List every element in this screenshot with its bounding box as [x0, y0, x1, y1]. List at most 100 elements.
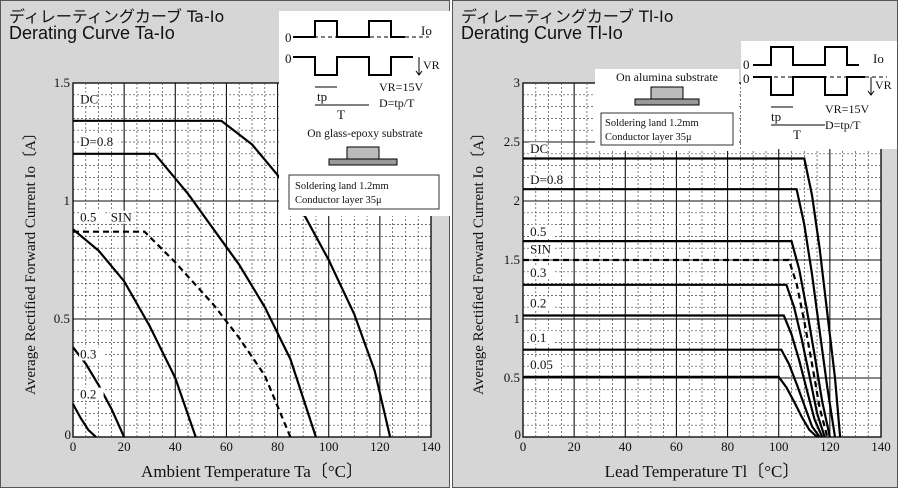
x-tick-label: 20	[568, 439, 581, 454]
x-tick-label: 100	[319, 439, 339, 454]
series-line	[72, 403, 97, 438]
pulse-waveform	[753, 46, 859, 66]
series-line	[73, 152, 317, 438]
series-label: SIN	[530, 241, 552, 256]
series-label-bg	[529, 142, 547, 156]
series-label-bg	[529, 172, 569, 186]
y-tick-label: 0.5	[504, 370, 520, 385]
y-tick-label: 3	[514, 75, 521, 90]
series-label: D=0.8	[80, 134, 113, 149]
series-label: 0.2	[530, 296, 546, 311]
series-line	[523, 283, 826, 438]
component-icon	[650, 86, 684, 100]
duty-equation: D=tp/T	[825, 118, 861, 132]
x-axis-label: Ambient Temperature Ta〔°C〕	[141, 462, 363, 481]
series-label-bg	[79, 347, 104, 361]
substrate-label: On alumina substrate	[616, 70, 718, 84]
series-label: 0.2	[80, 387, 96, 402]
chart-title: Derating Curve Tl-Io	[461, 23, 623, 43]
left-chart-panel: ディレーティングカーブ Ta-Io Derating Curve Ta-Io 0…	[0, 0, 451, 488]
series-label: D=0.8	[530, 172, 563, 187]
series-label: DC	[80, 92, 98, 107]
duty-equation: D=tp/T	[379, 96, 415, 110]
x-tick-label: 40	[169, 439, 182, 454]
x-axis-label: Lead Temperature Tl〔°C〕	[605, 462, 800, 481]
series-label-bg	[79, 92, 97, 106]
vr-label: VR	[875, 78, 892, 92]
x-tick-label: 80	[271, 439, 284, 454]
right-chart-panel: ディレーティングカーブ Tl-Io Derating Curve Tl-Io 0…	[452, 0, 898, 488]
series-label: 0.5	[530, 224, 546, 239]
substrate-icon	[634, 98, 700, 106]
substrate-icon	[328, 158, 398, 166]
series-label-bg	[529, 224, 554, 238]
reverse-waveform	[293, 56, 413, 76]
y-tick-label: 1.5	[54, 75, 70, 90]
x-tick-label: 140	[421, 439, 441, 454]
land-label: Soldering land 1.2mm	[605, 118, 699, 129]
y-tick-label: 0	[515, 427, 522, 442]
vr-equation: VR=15V	[825, 102, 869, 116]
series-label-bg	[79, 387, 104, 401]
y-tick-label: 0	[65, 427, 72, 442]
chart-title: Derating Curve Ta-Io	[9, 23, 175, 43]
series-label-bg	[529, 242, 554, 256]
series-line	[523, 258, 829, 438]
zero-label: 0	[743, 71, 750, 86]
chart-title-japanese: ディレーティングカーブ Tl-Io	[461, 7, 674, 26]
component-icon	[346, 146, 380, 160]
y-axis-label: Average Rectified Forward Current Io〔A〕	[22, 125, 39, 395]
vr-arrow	[415, 57, 423, 76]
zero-label: 0	[285, 51, 292, 66]
series-label-bg	[79, 210, 104, 224]
series-label: SIN	[111, 210, 133, 225]
series-label-bg	[109, 210, 135, 224]
x-tick-label: 0	[520, 439, 527, 454]
series-label: 0.5	[80, 210, 96, 225]
derating-chart-tl: 0 20 40 60 80 100 120 140 0 0.5 1 1.5 2 2.5 3 Lead Temp…	[470, 41, 897, 481]
y-tick-label: 2	[514, 193, 521, 208]
series-group: DC D=0.8 0.5 SIN 0.3 0.2 0.1 0.05	[523, 141, 842, 438]
series-line	[523, 375, 818, 438]
io-label: Io	[873, 51, 884, 66]
x-tick-label: 120	[820, 439, 840, 454]
series-line	[72, 228, 197, 438]
tp-label: tp	[317, 89, 327, 104]
series-label: 0.3	[530, 265, 546, 280]
series-line	[523, 348, 821, 438]
tp-label: tp	[771, 109, 781, 124]
zero-label: 0	[285, 30, 292, 45]
series-label-bg	[529, 358, 562, 372]
layer-label: Conductor layer 35μ	[295, 195, 382, 206]
zero-label: 0	[743, 57, 750, 72]
t-label: T	[337, 107, 345, 122]
x-tick-label: 20	[118, 439, 131, 454]
series-label-bg	[529, 266, 554, 280]
series-label-bg	[529, 330, 554, 344]
chart-title-japanese: ディレーティングカーブ Ta-Io	[9, 7, 225, 26]
vr-arrow	[867, 77, 875, 96]
t-label: T	[793, 127, 801, 142]
series-label-bg	[529, 296, 554, 310]
series-line	[523, 188, 837, 438]
x-tick-label: 40	[619, 439, 632, 454]
derating-chart-ta: 0 20 40 60 80 100 120 140 0 0.5 1 1.5 Ambient Temper…	[22, 11, 451, 481]
series-line	[523, 157, 842, 438]
spec-box	[600, 112, 734, 146]
series-line	[523, 240, 831, 438]
io-label: Io	[421, 23, 432, 38]
y-tick-label: 1	[64, 193, 71, 208]
vr-label: VR	[423, 58, 440, 72]
series-group: DC D=0.8 SIN 0.5 0.3 0.2	[72, 92, 392, 438]
y-tick-label: 1.5	[504, 252, 520, 267]
land-label: Soldering land 1.2mm	[295, 181, 389, 192]
spec-box	[288, 174, 440, 210]
x-tick-label: 80	[721, 439, 734, 454]
y-tick-label: 2.5	[504, 134, 520, 149]
y-axis-label: Average Rectified Forward Current Io〔A〕	[470, 125, 487, 395]
waveform-inset: 0 Io 0 VR tp T VR=15V D=tp/T On glass-epoxy subs…	[279, 11, 451, 216]
x-tick-label: 100	[769, 439, 789, 454]
grid-lines	[73, 83, 431, 437]
series-label: 0.1	[530, 330, 546, 345]
series-label: 0.3	[80, 346, 96, 361]
